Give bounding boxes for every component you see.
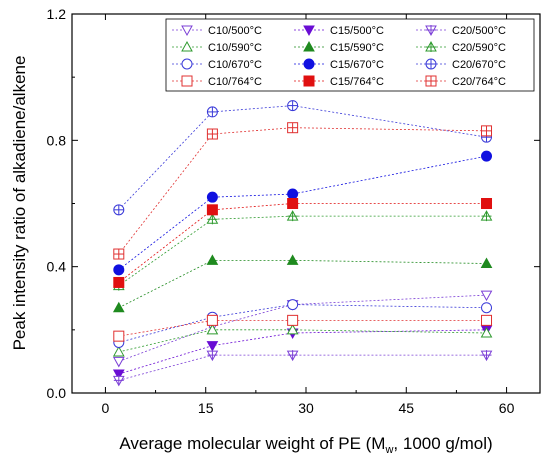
legend-label: C10/670°C: [208, 59, 262, 71]
legend-label: C15/764°C: [330, 76, 384, 88]
data-point: [481, 302, 493, 314]
legend-marker: [303, 25, 315, 37]
data-point: [481, 198, 493, 209]
series-line: [118, 215, 487, 286]
data-point: [206, 191, 218, 203]
legend-item: C10/670°C: [172, 58, 262, 71]
data-point: [481, 314, 493, 326]
legend-item: C20/764°C: [416, 75, 506, 88]
legend-item: C15/500°C: [294, 25, 384, 37]
series-c20-500c: [112, 350, 493, 387]
series-c10-764c: [113, 314, 493, 342]
series-c15-670c: [113, 150, 493, 276]
data-point: [206, 323, 219, 335]
data-point: [286, 254, 299, 265]
series-c20-764c: [113, 122, 493, 260]
data-point: [287, 188, 299, 200]
data-point: [287, 314, 299, 326]
series-line: [118, 105, 487, 211]
legend-label: C20/500°C: [452, 25, 506, 37]
y-tick-label: 0.4: [47, 259, 67, 275]
legend-label: C15/500°C: [330, 25, 384, 37]
legend-label: C15/670°C: [330, 59, 384, 71]
legend-label: C10/590°C: [208, 42, 262, 54]
legend-label: C20/764°C: [452, 76, 506, 88]
y-axis-title: Peak intensity ratio of alkadiene/alkene: [10, 56, 29, 351]
series-c15-500c: [112, 325, 493, 381]
series-line: [118, 127, 487, 255]
series-c10-670c: [113, 299, 493, 348]
x-tick-label: 0: [102, 400, 110, 416]
legend-label: C15/590°C: [330, 42, 384, 54]
axis-ticks: 0 15 30 45 60 0.0 0.4 0.8 1.2: [47, 6, 540, 416]
legend-label: C20/590°C: [452, 42, 506, 54]
legend-item: C10/590°C: [172, 40, 262, 54]
series-line: [118, 329, 487, 353]
data-point: [112, 356, 125, 368]
legend-marker: [181, 58, 193, 70]
data-point: [112, 301, 125, 313]
legend: C10/500°C C10/590°C C10/670°C C10/764°C C15/…: [165, 18, 535, 92]
data-point: [480, 326, 493, 338]
legend-label: C20/670°C: [452, 59, 506, 71]
data-point: [481, 150, 493, 162]
series-c10-590c: [112, 323, 493, 357]
legend-item: C15/590°C: [294, 40, 384, 54]
data-point: [206, 341, 219, 352]
y-tick-label: 0.8: [47, 132, 67, 148]
x-tick-label: 45: [398, 400, 414, 416]
data-point: [286, 323, 299, 335]
legend-label: C10/764°C: [208, 76, 262, 88]
y-tick-label: 1.2: [47, 6, 67, 22]
legend-item: C15/764°C: [294, 75, 384, 88]
series-line: [118, 304, 487, 343]
series-line: [118, 259, 487, 309]
data-point: [112, 345, 125, 357]
legend-box: [165, 18, 535, 92]
legend-marker: [303, 75, 315, 87]
data-point: [206, 204, 218, 216]
legend-item: C15/670°C: [294, 58, 384, 71]
data-point: [113, 264, 125, 276]
y-tick-label: 0.0: [47, 385, 67, 401]
series-c15-764c: [113, 198, 493, 288]
legend-item: C10/764°C: [172, 75, 262, 88]
legend-marker: [303, 58, 315, 70]
data-point: [287, 198, 299, 209]
series-line: [118, 155, 487, 271]
series-c15-590c: [112, 254, 493, 313]
legend-item: C20/500°C: [416, 25, 506, 37]
x-axis-title: Average molecular weight of PE (Mw, 1000…: [119, 434, 492, 456]
series-line: [118, 294, 487, 362]
x-tick-label: 30: [298, 400, 314, 416]
data-point: [113, 276, 125, 288]
series-line: [118, 319, 487, 337]
x-tick-label: 60: [499, 400, 515, 416]
legend-item: C10/500°C: [172, 25, 262, 37]
data-point: [206, 314, 218, 326]
series-c20-670c: [113, 100, 493, 216]
data-point: [112, 369, 125, 381]
data-point: [480, 290, 493, 302]
legend-marker: [181, 75, 193, 87]
data-point: [206, 254, 219, 265]
legend-item: C20/590°C: [416, 40, 506, 54]
x-tick-label: 15: [198, 400, 214, 416]
legend-marker: [181, 25, 193, 37]
series-line: [118, 203, 487, 283]
legend-item: C20/670°C: [416, 58, 506, 71]
series-layer: [112, 100, 493, 387]
data-point: [480, 257, 493, 269]
series-c20-590c: [112, 210, 493, 291]
legend-marker: [303, 40, 315, 52]
data-point: [113, 330, 125, 342]
data-point: [287, 299, 299, 311]
legend-label: C10/500°C: [208, 25, 262, 37]
legend-marker: [181, 40, 193, 52]
series-line: [118, 354, 487, 381]
series-line: [118, 329, 487, 375]
